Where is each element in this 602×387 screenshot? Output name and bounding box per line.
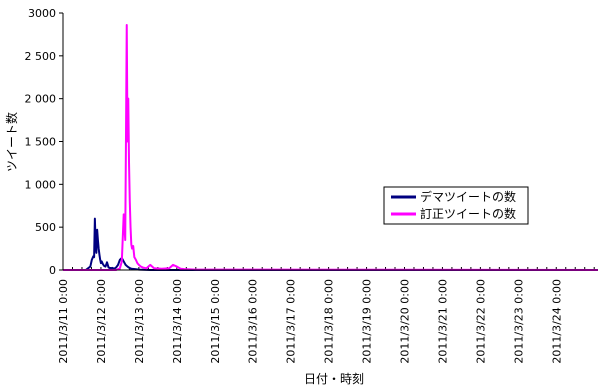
x-tick-label: 2011/3/14 0:00 bbox=[171, 279, 184, 364]
y-axis-ticks: 0 500 1 000 1 500 2 000 2 500 3000 bbox=[25, 7, 63, 277]
series-line-0 bbox=[63, 217, 598, 271]
x-tick-label: 2011/3/23 0:00 bbox=[512, 279, 525, 364]
y-tick-label: 0 bbox=[49, 264, 56, 277]
x-tick-label: 2011/3/19 0:00 bbox=[361, 279, 374, 364]
x-tick-label: 2011/3/22 0:00 bbox=[474, 279, 487, 364]
legend-label-dema: デマツイートの数 bbox=[420, 189, 516, 204]
x-tick-label: 2011/3/16 0:00 bbox=[247, 279, 260, 364]
x-tick-label: 2011/3/24 0:00 bbox=[550, 279, 563, 364]
x-tick-label: 2011/3/21 0:00 bbox=[436, 279, 449, 364]
legend: デマツイートの数 訂正ツイートの数 bbox=[383, 186, 529, 225]
y-tick-label: 2 500 bbox=[25, 50, 57, 63]
x-tick-label: 2011/3/15 0:00 bbox=[209, 279, 222, 364]
x-tick-label: 2011/3/13 0:00 bbox=[133, 279, 146, 364]
x-tick-label: 2011/3/17 0:00 bbox=[285, 279, 298, 364]
y-tick-label: 1 000 bbox=[25, 178, 57, 191]
y-tick-label: 500 bbox=[35, 221, 56, 234]
x-axis-ticks: 2011/3/11 0:00 2011/3/12 0:00 2011/3/13 0:… bbox=[57, 267, 595, 364]
y-tick-label: 2 000 bbox=[25, 93, 57, 106]
legend-box bbox=[383, 186, 529, 225]
series-line-1 bbox=[63, 23, 599, 271]
x-tick-label: 2011/3/18 0:00 bbox=[323, 279, 336, 364]
series-layer bbox=[63, 23, 599, 271]
y-tick-label: 1 500 bbox=[25, 136, 57, 149]
x-axis-title: 日付・時刻 bbox=[304, 372, 364, 386]
y-tick-label: 3000 bbox=[28, 7, 56, 20]
x-tick-label: 2011/3/12 0:00 bbox=[95, 279, 108, 364]
x-tick-label: 2011/3/20 0:00 bbox=[398, 279, 411, 364]
legend-label-teisei: 訂正ツイートの数 bbox=[420, 206, 516, 221]
y-axis-title: ツイート数 bbox=[4, 112, 19, 172]
x-tick-label: 2011/3/11 0:00 bbox=[57, 279, 70, 364]
